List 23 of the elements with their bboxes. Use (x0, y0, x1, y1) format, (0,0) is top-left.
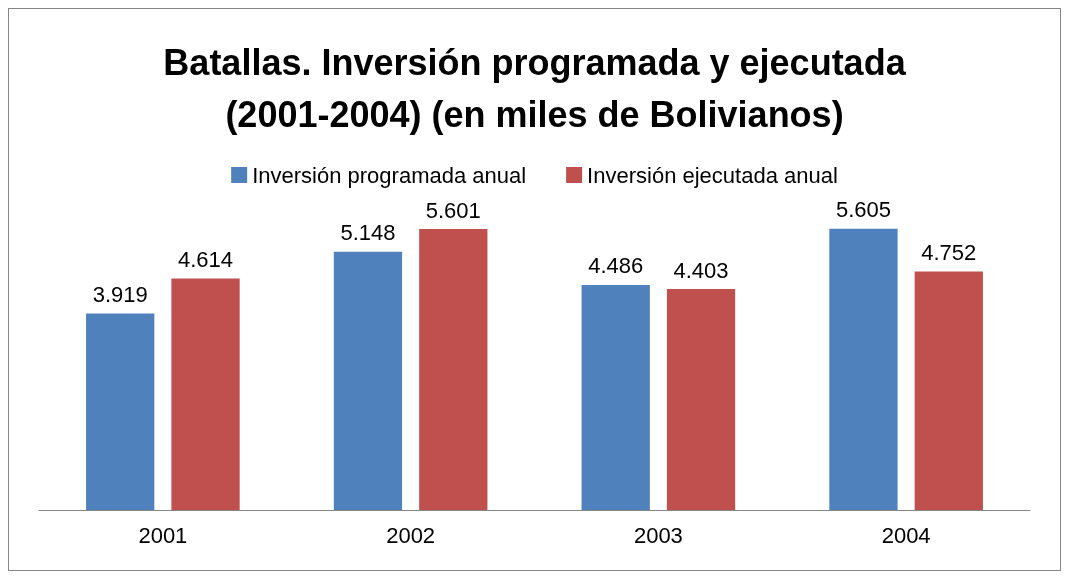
legend-label: Inversión programada anual (252, 162, 527, 188)
data-label: 4.403 (673, 257, 729, 283)
data-label: 5.148 (340, 220, 396, 246)
x-tick-label: 2002 (386, 522, 436, 548)
chart-title: Batallas. Inversión programada y ejecutada (2001-2004) (en miles de Bolivianos) (163, 41, 907, 135)
data-label: 4.486 (588, 253, 644, 279)
bar (581, 284, 650, 510)
data-label: 4.614 (178, 247, 234, 273)
data-label: 3.919 (92, 281, 148, 307)
data-label: 5.605 (835, 197, 891, 223)
bar (666, 289, 736, 510)
bar (419, 229, 488, 510)
x-tick-label: 2003 (633, 522, 683, 548)
legend-label: Inversión ejecutada anual (587, 162, 838, 188)
data-label: 5.601 (425, 197, 481, 223)
x-tick-label: 2001 (138, 522, 188, 548)
data-label: 4.752 (921, 240, 977, 266)
bar (829, 228, 898, 510)
bar (171, 278, 240, 510)
bar (333, 251, 403, 510)
bar (86, 313, 155, 510)
bar (914, 271, 983, 510)
x-tick-label: 2004 (881, 522, 931, 548)
